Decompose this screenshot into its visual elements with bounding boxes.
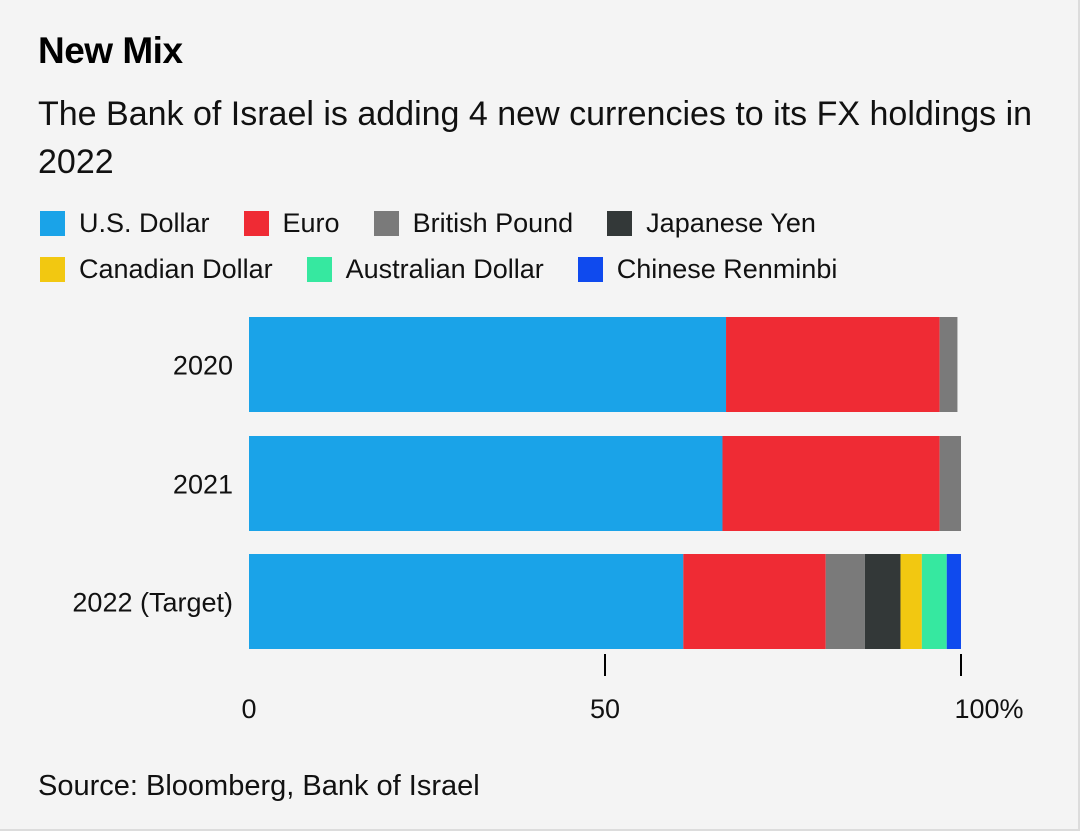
legend-swatch [577, 256, 603, 282]
bar-segment-british-pound-2 [825, 554, 865, 649]
bar-segment-u-s-dollar-2 [249, 554, 684, 649]
legend-item-british-pound: British Pound [373, 207, 574, 239]
legend-label: Canadian Dollar [79, 253, 273, 284]
legend-swatch [40, 210, 65, 236]
legend-swatch [373, 210, 399, 236]
legend-label: Japanese Yen [646, 207, 816, 238]
bar-segment-australian-dollar-2 [921, 554, 947, 649]
bar-segment-british-pound-0 [939, 317, 958, 412]
legend-swatch [607, 210, 633, 236]
chart-title: New Mix [38, 30, 183, 71]
legend-swatch [243, 210, 269, 236]
legend-item-us-dollar: U.S. Dollar [40, 208, 210, 239]
legend-item-euro: Euro [243, 207, 340, 239]
category-label: 2022 (Target) [72, 588, 233, 618]
legend-row: Canadian Dollar Australian Dollar Chines… [40, 246, 1040, 292]
bar-segment-euro-1 [722, 436, 940, 531]
bar-segment-japanese-yen-2 [864, 554, 901, 649]
legend-item-canadian-dollar: Canadian Dollar [40, 254, 273, 285]
x-tick-label: 0 [241, 694, 256, 724]
legend-swatch [40, 256, 65, 282]
category-label: 2020 [173, 351, 233, 381]
legend-label: British Pound [412, 207, 574, 238]
category-label: 2021 [173, 470, 233, 500]
legend-label: Australian Dollar [345, 253, 544, 284]
chart-subtitle: The Bank of Israel is adding 4 new curre… [38, 95, 1033, 181]
bar-segment-u-s-dollar-0 [249, 317, 727, 412]
legend-label: Chinese Renminbi [616, 253, 838, 284]
legend-item-australian-dollar: Australian Dollar [306, 253, 544, 285]
legend: U.S. Dollar Euro British Pound Japanese … [40, 200, 1040, 292]
bar-segment-canadian-dollar-2 [900, 554, 922, 649]
legend-row: U.S. Dollar Euro British Pound Japanese … [40, 200, 1040, 246]
legend-item-japanese-yen: Japanese Yen [607, 208, 816, 239]
x-tick-label: 50 [590, 694, 620, 724]
legend-item-chinese-renminbi: Chinese Renminbi [577, 253, 838, 285]
bar-segment-british-pound-1 [939, 436, 961, 531]
x-tick-label: 100% [954, 694, 1023, 724]
bar-segment-euro-2 [683, 554, 826, 649]
source-note: Source: Bloomberg, Bank of Israel [38, 770, 480, 802]
legend-swatch [306, 256, 332, 282]
bar-segment-euro-0 [726, 317, 940, 412]
bar-segment-chinese-renminbi-2 [946, 554, 961, 649]
legend-label: U.S. Dollar [79, 207, 210, 238]
legend-label: Euro [282, 207, 340, 238]
bar-segment-u-s-dollar-1 [249, 436, 723, 531]
